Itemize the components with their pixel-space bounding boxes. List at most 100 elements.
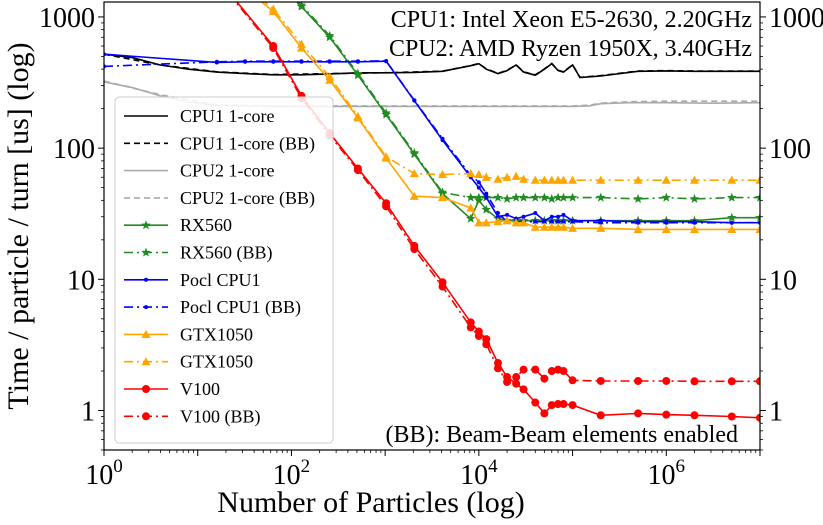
data-point (324, 30, 335, 40)
data-point (530, 192, 540, 202)
legend-label: GTX1050 (180, 352, 253, 372)
data-point (511, 192, 521, 202)
data-point (466, 213, 476, 223)
data-point (519, 385, 528, 394)
data-point (727, 192, 737, 202)
data-point (558, 192, 569, 202)
data-point (412, 98, 417, 103)
series-layer (104, 2, 760, 422)
data-point (596, 223, 606, 232)
data-point (539, 222, 549, 231)
data-point (556, 214, 561, 219)
data-point (598, 220, 603, 225)
data-point (692, 220, 697, 225)
data-point (690, 377, 699, 386)
data-point (633, 224, 643, 234)
data-point (547, 401, 556, 410)
data-point (440, 136, 445, 141)
series-line (297, 2, 760, 200)
data-point (493, 174, 503, 183)
data-point (755, 212, 760, 222)
data-point (521, 214, 526, 219)
data-point (547, 175, 557, 184)
data-point (381, 108, 391, 118)
legend-entry: Pocl CPU1 (BB) (124, 297, 301, 318)
data-point (756, 377, 760, 386)
series-line (104, 60, 760, 224)
data-point (558, 175, 568, 184)
data-point (755, 175, 760, 184)
x-tick-label: 100 (85, 456, 123, 491)
data-point (727, 377, 736, 386)
data-point (214, 59, 219, 64)
data-point (519, 174, 529, 183)
data-point (409, 147, 420, 157)
data-point (474, 192, 484, 202)
data-point (518, 192, 529, 202)
series-line (104, 53, 760, 79)
data-point (540, 374, 549, 383)
data-point (271, 59, 276, 64)
data-point (296, 2, 307, 10)
data-point (636, 220, 641, 225)
data-point (519, 218, 529, 227)
data-point (662, 410, 671, 419)
legend-label: Pocl CPU1 (180, 270, 261, 290)
data-point (570, 219, 575, 224)
data-point (466, 203, 476, 212)
legend-marker (141, 329, 151, 338)
legend-label: CPU2 1-core (180, 161, 274, 181)
data-point (353, 111, 363, 120)
data-point (755, 224, 760, 234)
data-point (634, 376, 643, 385)
data-point (409, 191, 419, 200)
data-point (353, 166, 362, 175)
series-9 (263, 2, 760, 184)
data-point (438, 169, 448, 179)
data-point (505, 212, 510, 217)
data-point (561, 219, 566, 224)
data-point (474, 218, 484, 227)
data-point (547, 222, 557, 231)
data-point (729, 220, 734, 225)
data-point (662, 376, 671, 385)
data-point (727, 224, 737, 234)
data-point (269, 43, 278, 52)
data-point (661, 224, 671, 234)
legend-marker (141, 220, 151, 230)
data-point (633, 175, 643, 184)
data-point (511, 218, 521, 227)
data-point (502, 216, 512, 225)
data-point (410, 245, 419, 254)
data-point (727, 412, 736, 421)
data-point (474, 169, 484, 179)
data-point (540, 409, 549, 418)
legend-entry: Pocl CPU1 (124, 270, 261, 290)
data-point (530, 222, 540, 231)
data-point (690, 411, 699, 420)
data-point (689, 175, 699, 184)
legend-entry: CPU1 1-core (124, 106, 274, 126)
y-tick-label: 1000 (39, 3, 95, 34)
data-point (533, 211, 538, 216)
x-tick-label: 106 (648, 456, 686, 491)
legend-label: V100 (180, 379, 220, 399)
legend-label: CPU1 1-core (180, 106, 274, 126)
y-axis-label: Time / particle / turn [us] (log) (2, 42, 35, 409)
data-point (495, 214, 500, 219)
data-point (495, 211, 500, 216)
data-point (633, 193, 643, 203)
legend-marker (141, 357, 151, 366)
data-point (596, 411, 605, 420)
data-point (567, 192, 578, 202)
data-point (512, 373, 521, 382)
data-point (539, 192, 550, 202)
y-tick-label: 100 (53, 134, 95, 165)
data-point (466, 323, 475, 332)
data-point (533, 219, 538, 224)
legend-entry: RX560 (124, 215, 232, 235)
data-point (559, 367, 568, 376)
data-point (481, 204, 491, 214)
legend-marker (142, 412, 150, 421)
data-point (559, 400, 568, 409)
